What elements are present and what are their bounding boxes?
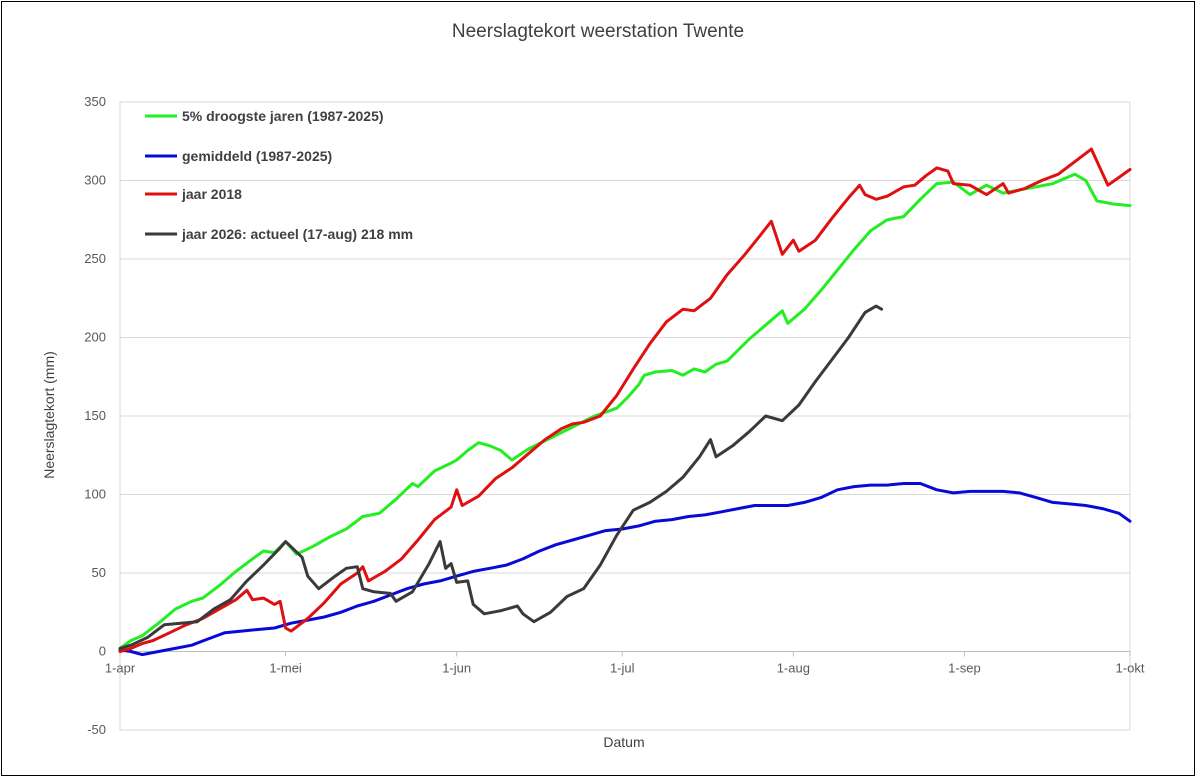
series-line-2: [118, 482, 1132, 657]
y-tick-label: 50: [92, 565, 106, 580]
legend-label: 5% droogste jaren (1987-2025): [182, 108, 384, 124]
legend: 5% droogste jaren (1987-2025) gemiddeld (…: [145, 108, 413, 242]
legend-item: gemiddeld (1987-2025): [145, 148, 332, 164]
series-line-4: [118, 304, 884, 650]
plot-border: [119, 101, 1131, 731]
x-axis-label: Datum: [603, 734, 644, 750]
y-tick-label: 250: [84, 251, 106, 266]
y-tick-label: 0: [99, 644, 106, 659]
legend-label: jaar 2026: actueel (17-aug) 218 mm: [181, 226, 413, 242]
legend-item: 5% droogste jaren (1987-2025): [145, 108, 384, 124]
gridlines: [120, 101, 1130, 731]
y-tick-label: 300: [84, 173, 106, 188]
y-tick-label: 150: [84, 408, 106, 423]
x-tick-label: 1-jul: [610, 661, 635, 676]
series-line-1: [118, 172, 1132, 650]
y-tick-label: 200: [84, 330, 106, 345]
x-tick-label: 1-okt: [1116, 661, 1145, 676]
chart-title: Neerslagtekort weerstation Twente: [452, 21, 744, 42]
y-tick-label: 350: [84, 94, 106, 109]
x-tick-label: 1-aug: [777, 661, 810, 676]
series-line-3: [118, 147, 1132, 653]
legend-item: jaar 2018: [145, 186, 242, 202]
series-lines: [118, 147, 1132, 657]
legend-label: jaar 2018: [181, 186, 242, 202]
plot-area: [119, 101, 1131, 731]
y-axis-label: Neerslagtekort (mm): [41, 351, 57, 479]
x-axis: 1-apr 1-mei 1-jun 1-jul 1-aug 1-sep 1-okt: [105, 651, 1145, 676]
legend-label: gemiddeld (1987-2025): [182, 148, 332, 164]
x-tick-label: 1-jun: [442, 661, 471, 676]
y-tick-label: -50: [87, 722, 106, 737]
y-axis: -50 0 50 100 150 200 250 300 350: [84, 94, 106, 737]
x-tick-label: 1-mei: [269, 661, 302, 676]
y-tick-label: 100: [84, 487, 106, 502]
legend-item: jaar 2026: actueel (17-aug) 218 mm: [145, 226, 413, 242]
x-tick-label: 1-apr: [105, 661, 136, 676]
x-tick-label: 1-sep: [948, 661, 981, 676]
